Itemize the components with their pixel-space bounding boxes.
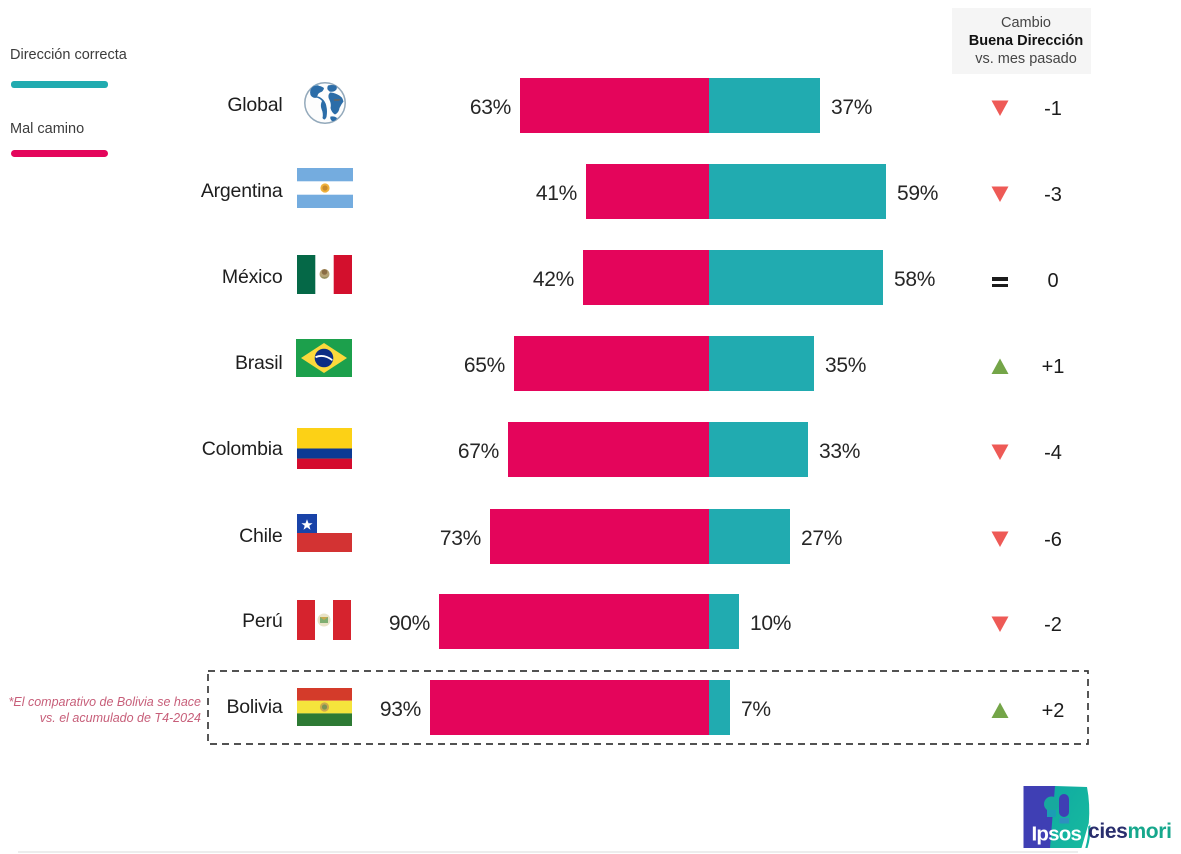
svg-text:Ipsos: Ipsos xyxy=(1032,823,1082,846)
